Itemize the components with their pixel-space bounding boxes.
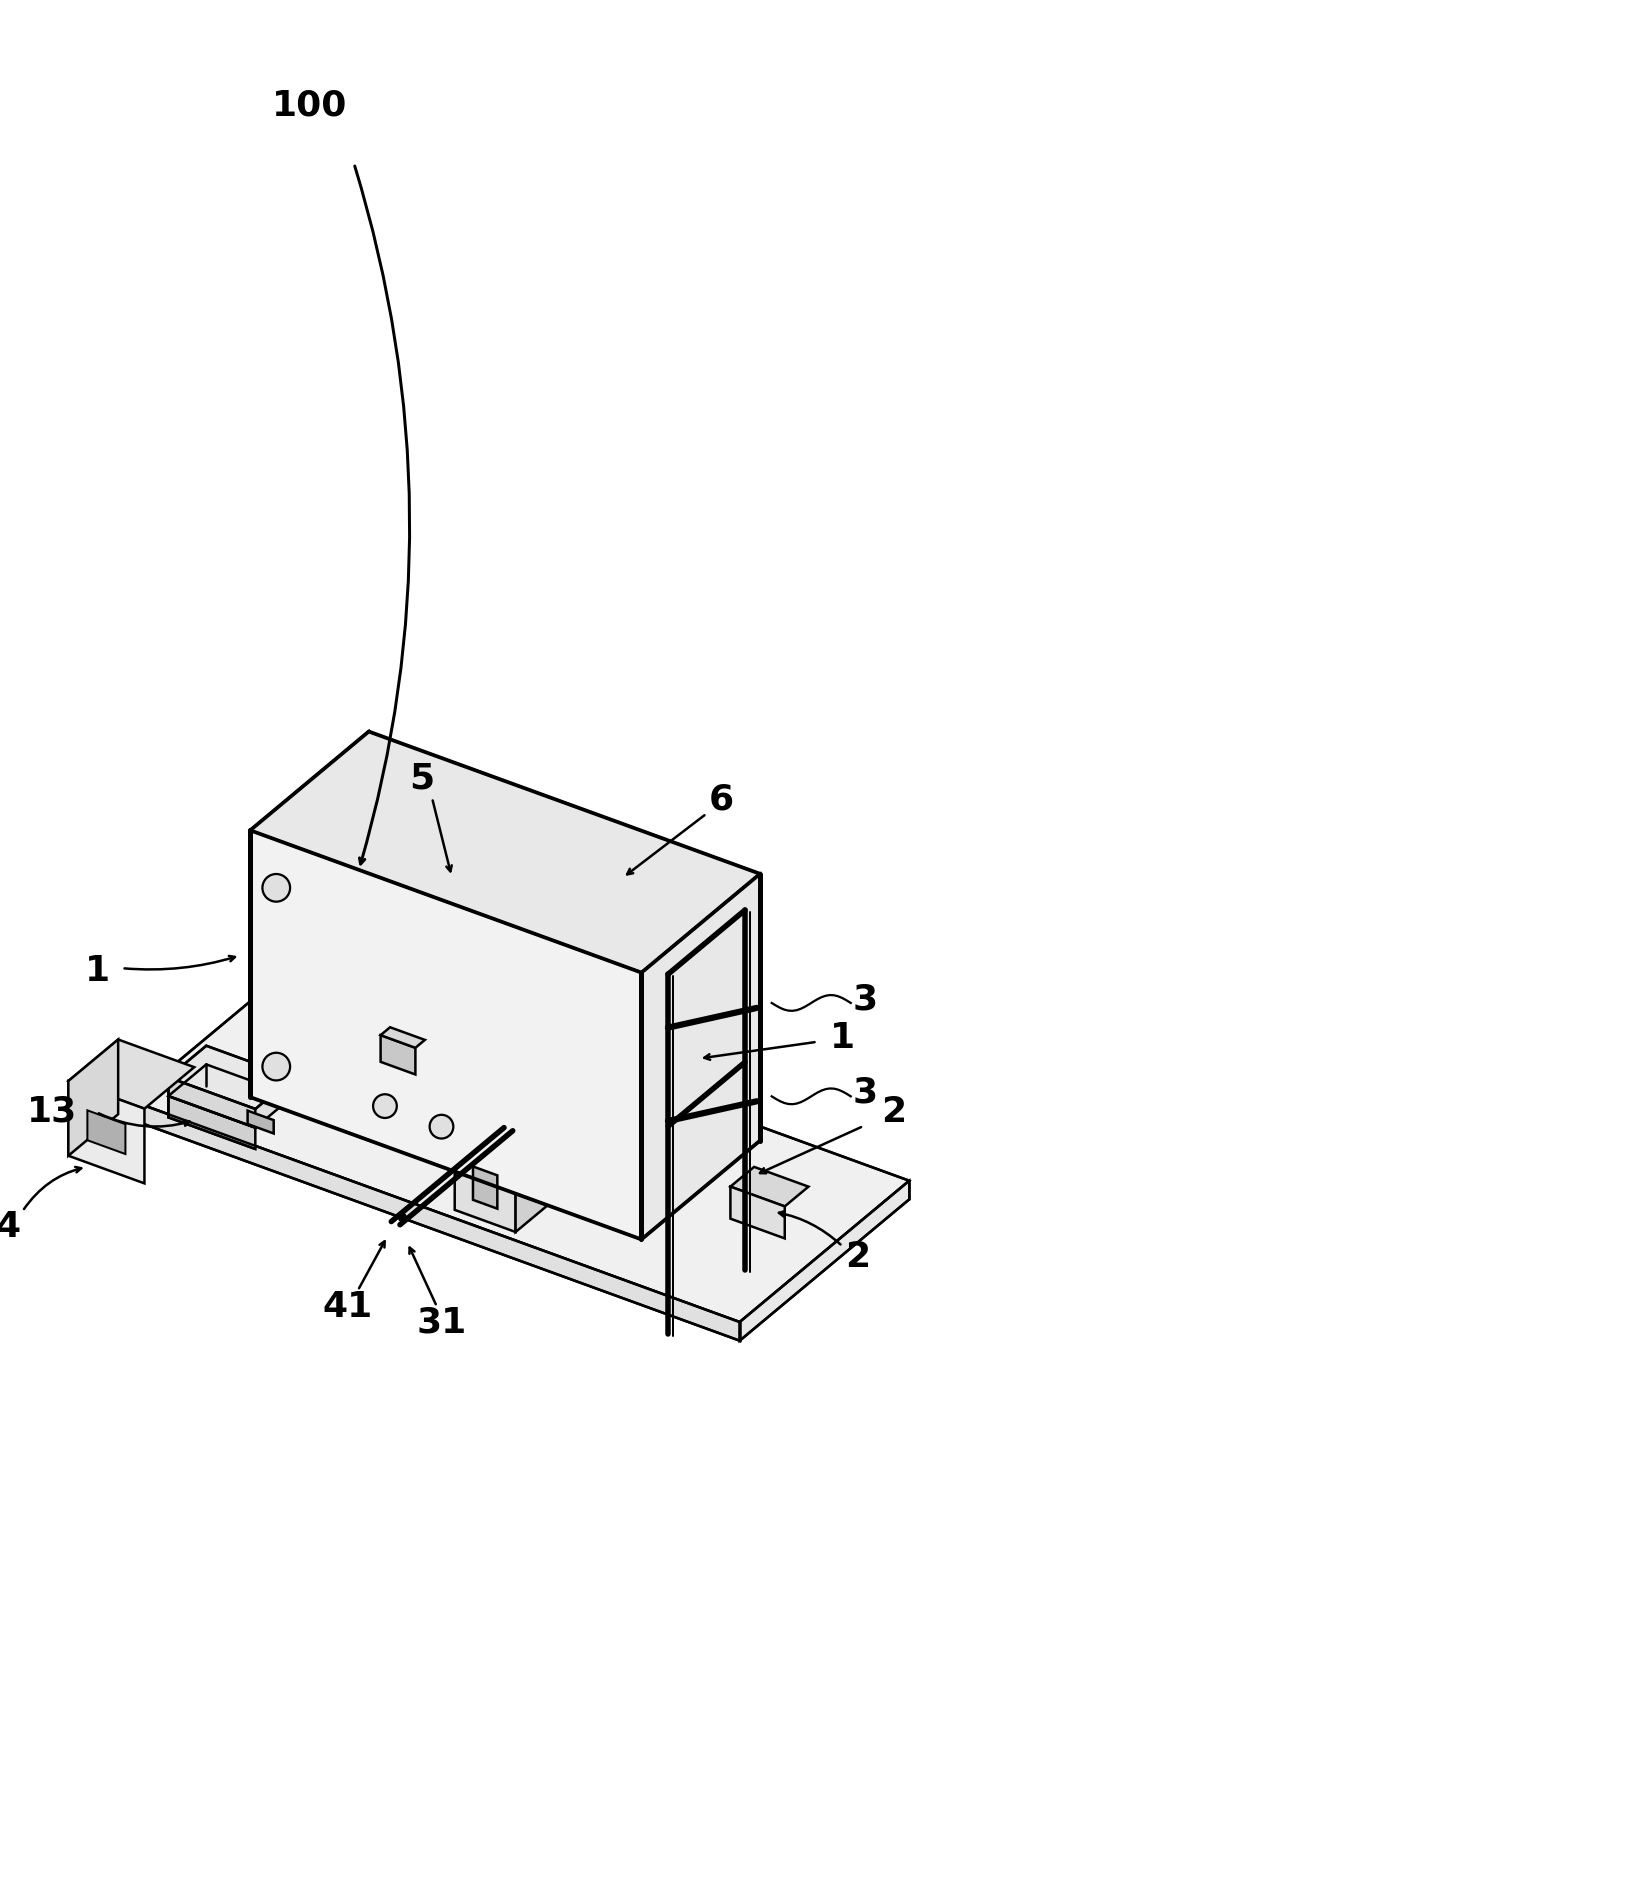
Text: 4: 4 xyxy=(0,1210,20,1244)
Polygon shape xyxy=(168,1078,256,1127)
Polygon shape xyxy=(380,1035,416,1075)
Text: 3: 3 xyxy=(852,982,879,1016)
Polygon shape xyxy=(88,1110,126,1154)
Text: 41: 41 xyxy=(323,1289,373,1323)
Polygon shape xyxy=(380,1028,425,1048)
Text: 100: 100 xyxy=(272,88,347,122)
Text: 1: 1 xyxy=(830,1020,854,1054)
Circle shape xyxy=(430,1116,453,1139)
Text: 2: 2 xyxy=(880,1095,906,1129)
Text: 13: 13 xyxy=(26,1093,77,1127)
Circle shape xyxy=(262,1054,290,1080)
Polygon shape xyxy=(168,1046,293,1108)
Polygon shape xyxy=(248,1110,274,1133)
Polygon shape xyxy=(515,1137,551,1233)
Polygon shape xyxy=(455,1144,515,1233)
Text: 31: 31 xyxy=(417,1304,466,1338)
Polygon shape xyxy=(68,1041,194,1108)
Polygon shape xyxy=(168,1097,256,1150)
Polygon shape xyxy=(249,732,368,1097)
Text: 6: 6 xyxy=(709,783,734,817)
Polygon shape xyxy=(68,1082,145,1184)
Polygon shape xyxy=(473,1167,497,1208)
Polygon shape xyxy=(740,1182,910,1342)
Polygon shape xyxy=(730,1188,784,1238)
Polygon shape xyxy=(642,875,760,1240)
Text: 1: 1 xyxy=(85,954,109,988)
Polygon shape xyxy=(168,1065,293,1127)
Text: 5: 5 xyxy=(409,762,435,796)
Circle shape xyxy=(373,1095,396,1118)
Circle shape xyxy=(262,875,290,901)
Polygon shape xyxy=(455,1114,551,1165)
Polygon shape xyxy=(249,732,760,973)
Polygon shape xyxy=(68,1041,117,1156)
Polygon shape xyxy=(249,830,642,1240)
Polygon shape xyxy=(730,1167,808,1206)
Text: 3: 3 xyxy=(852,1075,879,1108)
Polygon shape xyxy=(130,1101,740,1342)
Text: 2: 2 xyxy=(844,1240,870,1274)
Polygon shape xyxy=(130,960,910,1323)
